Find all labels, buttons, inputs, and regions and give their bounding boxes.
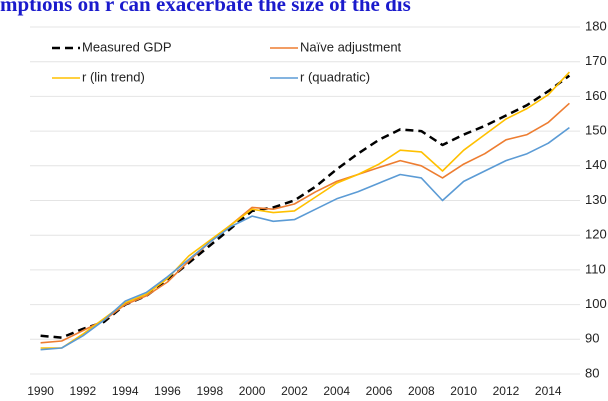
- y-tick-label: 150: [585, 123, 607, 138]
- line-series: [40, 126, 570, 351]
- x-tick-label: 1996: [154, 384, 181, 398]
- line-series: [40, 71, 570, 349]
- x-tick-label: 2012: [493, 384, 520, 398]
- chart-title: mptions on r can exacerbate the size of …: [0, 0, 411, 16]
- legend-label: r (quadratic): [300, 69, 370, 84]
- x-tick-label: 2000: [239, 384, 266, 398]
- legend-label: r (lin trend): [82, 69, 145, 84]
- x-tick-label: 1994: [112, 384, 139, 398]
- y-tick-label: 120: [585, 227, 607, 242]
- x-tick-label: 2004: [323, 384, 350, 398]
- legend-label: Naïve adjustment: [300, 39, 402, 54]
- x-tick-label: 1990: [27, 384, 54, 398]
- y-tick-label: 110: [585, 261, 606, 276]
- line-series: [40, 74, 571, 339]
- y-tick-label: 90: [585, 331, 599, 346]
- y-tick-label: 170: [585, 53, 607, 68]
- y-tick-label: 80: [585, 365, 599, 380]
- x-tick-label: 2014: [535, 384, 562, 398]
- y-tick-label: 180: [585, 18, 607, 33]
- x-tick-label: 1992: [70, 384, 97, 398]
- x-tick-label: 2008: [408, 384, 435, 398]
- x-tick-label: 2006: [366, 384, 393, 398]
- y-tick-label: 130: [585, 192, 607, 207]
- x-tick-label: 2002: [281, 384, 308, 398]
- y-tick-label: 140: [585, 157, 607, 172]
- line-series: [40, 102, 570, 344]
- x-tick-label: 1998: [196, 384, 223, 398]
- x-tick-label: 2010: [450, 384, 477, 398]
- y-tick-label: 100: [585, 296, 607, 311]
- y-tick-label: 160: [585, 88, 607, 103]
- legend-label: Measured GDP: [82, 39, 172, 54]
